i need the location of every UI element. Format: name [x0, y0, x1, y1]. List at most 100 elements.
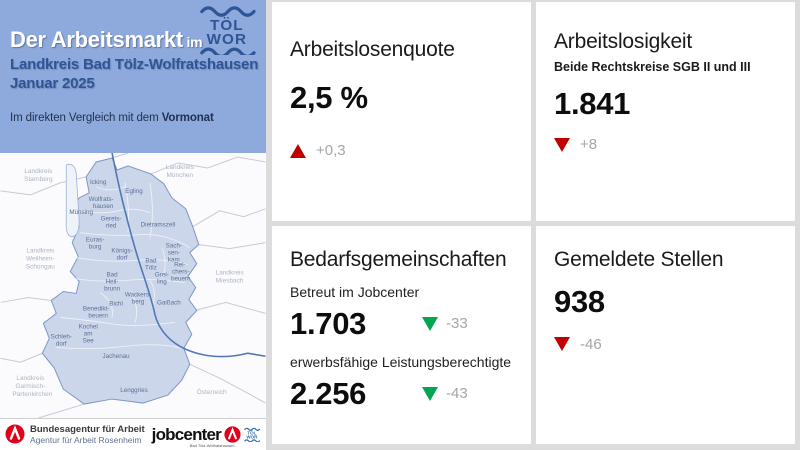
card-gemeldete-stellen: Gemeldete Stellen 938 -46 [536, 225, 795, 444]
district-map: Landkreis Starnberg Landkreis München Landkr… [0, 152, 266, 419]
card-arbeitslosigkeit: Arbeitslosigkeit Beide Rechtskreise SGB … [536, 2, 795, 221]
map-label-dorf: dorf [56, 340, 67, 347]
slide-title: Der Arbeitsmarkt im [10, 28, 260, 51]
stat-value: 1.841 [554, 86, 631, 121]
metric-label: Betreut im Jobcenter [290, 283, 420, 300]
delta-value: -46 [580, 335, 602, 353]
map-label-landkreis: Landkreis [216, 270, 244, 277]
metric-label: erwerbsfähige Leistungsberechtigte [290, 353, 512, 370]
map-label-schleh-: Schleh- [51, 333, 72, 340]
map-label-berg: berg [132, 298, 145, 305]
map-label-bad: Bad [107, 272, 119, 279]
neighbor-borders [0, 152, 266, 419]
card-arbeitslosenquote: Arbeitslosenquote 2,5 % +0,3 [272, 2, 531, 221]
map-label-tölz: Tölz [145, 265, 157, 272]
map-label-kam: kam [168, 257, 180, 264]
map-label-jachenau: Jachenau [102, 353, 130, 360]
delta-value: +0,3 [316, 142, 346, 159]
title-month: Januar 2025 [10, 74, 95, 92]
title-region: Landkreis Bad Tölz-Wolfratshausen [10, 56, 259, 74]
map-label-heil-: Heil- [106, 279, 119, 286]
title-main: Der Arbeitsmarkt [10, 27, 183, 52]
delta-row: +0,3 [290, 142, 519, 159]
map-label-chers-: chers- [172, 269, 189, 276]
jobcenter-subtext: Bad Tölz-Wolfratshausen [189, 443, 235, 448]
logo-text-bottom: WOR [246, 434, 258, 439]
map-label-ling: ling [157, 279, 167, 286]
ba-name: Bundesagentur für Arbeit [30, 423, 145, 435]
metric-row: 1.703 -33 [290, 306, 519, 342]
map-label-dorf: dorf [117, 255, 128, 262]
delta-value: +8 [580, 136, 598, 153]
card-bedarfsgemeinschaften: Bedarfsgemeinschaften Betreut im Jobcent… [272, 225, 531, 444]
map-label-burg: burg [89, 244, 102, 251]
ba-circle-icon [224, 426, 241, 443]
map-label-beuern: beuern [88, 312, 108, 319]
map-label-österreich: Österreich [197, 388, 227, 396]
map-svg: LandkreisStarnbergLandkreisMünchenLandkr… [0, 152, 266, 419]
triangle-down-icon [554, 137, 570, 152]
map-label-wackers-: Wackers- [125, 291, 151, 298]
map-label-sach-: Sach- [166, 243, 182, 250]
map-label-beuern: beuern [171, 276, 191, 283]
card-title: Arbeitslosenquote [290, 38, 455, 61]
map-label-landkreis: Landkreis [26, 248, 54, 255]
map-label-hausen: hausen [93, 203, 114, 210]
map-label-partenkirchen: Partenkirchen [12, 391, 52, 398]
ba-agency: Agentur für Arbeit Rosenheim [30, 435, 142, 446]
map-label-lenggries: Lenggries [120, 387, 148, 394]
wave-icon [200, 6, 256, 17]
ba-circle-icon [5, 424, 25, 444]
delta-value: -33 [446, 315, 468, 332]
triangle-down-icon [422, 316, 438, 331]
stat-value: 1.703 [290, 305, 367, 341]
map-label-benedikt-: Benedikt- [83, 305, 109, 312]
map-label-kochel: Kochel [79, 323, 98, 330]
stat-value: 2,5 % [290, 80, 368, 115]
map-label-sen-: sen- [168, 250, 180, 257]
delta-row: +8 [554, 136, 783, 153]
map-label-gaißach: Gaißach [157, 299, 181, 306]
map-label-weilheim-: Weilheim- [26, 256, 55, 263]
map-label-dietramszell: Dietramszell [141, 222, 175, 229]
map-label-see: See [83, 337, 95, 344]
map-label-starnberg: Starnberg [24, 176, 53, 183]
card-title: Arbeitslosigkeit [554, 30, 693, 53]
stat-value: 2.256 [290, 375, 367, 411]
stat-value: 938 [554, 283, 605, 319]
triangle-down-icon [554, 337, 570, 351]
toel-wor-logo: TÖL WOR [200, 6, 256, 55]
stats-grid: Arbeitslosenquote 2,5 % +0,3 Arbeitslosi… [266, 0, 800, 450]
map-label-rei-: Rei- [174, 262, 186, 269]
ba-logo-block: Bundesagentur für Arbeit Agentur für Arb… [5, 424, 145, 446]
delta-value: -43 [446, 385, 468, 402]
comparison-note-prefix: Im direkten Vergleich mit dem [10, 112, 162, 124]
map-label-münsing: Münsing [69, 209, 93, 216]
map-label-münchen: München [167, 172, 194, 179]
map-label-brunn: brunn [104, 285, 121, 292]
card-title: Bedarfsgemeinschaften [290, 247, 507, 271]
map-label-landkreis: Landkreis [24, 168, 52, 175]
map-label-königs-: Königs- [111, 248, 132, 255]
map-label-am: am [84, 330, 93, 337]
header-banner: TÖL WOR Der Arbeitsmarkt im Landkreis Ba… [0, 0, 266, 153]
jobcenter-wordmark: jobcenter [151, 425, 222, 444]
map-label-grei-: Grei- [155, 272, 169, 279]
logo-text-top: TÖL [210, 17, 244, 34]
delta-row: -46 [554, 336, 783, 353]
logo-footer: Bundesagentur für Arbeit Agentur für Arb… [0, 418, 266, 450]
triangle-down-icon [422, 386, 438, 401]
comparison-note-bold: Vormonat [161, 112, 214, 124]
triangle-up-icon [290, 143, 306, 158]
map-labels: LandkreisStarnbergLandkreisMünchenLandkr… [12, 164, 243, 398]
card-subtitle: Beide Rechtskreise SGB II und III [554, 60, 751, 74]
map-label-wolfrats-: Wolfrats- [89, 196, 114, 203]
toel-wor-mini-logo: TÖL WOR [244, 427, 261, 442]
wave-icon [200, 47, 256, 55]
map-label-schongau: Schongau [26, 264, 56, 271]
card-title: Gemeldete Stellen [554, 247, 724, 271]
map-label-bichl: Bichl [109, 300, 123, 307]
map-label-euras-: Euras- [86, 237, 104, 244]
map-label-landkreis: Landkreis [16, 375, 44, 382]
